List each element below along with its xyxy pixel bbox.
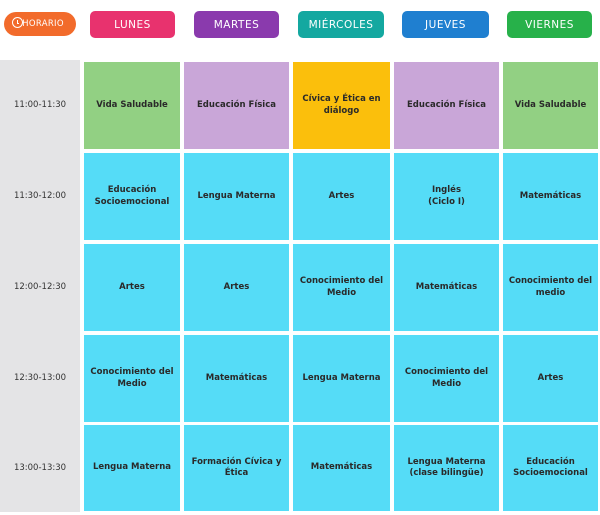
day-header-martes: MARTES [194, 11, 279, 38]
time-slot: 11:00-11:30 [13, 100, 67, 110]
class-cell: Matemáticas [503, 153, 598, 240]
day-header-jueves: JUEVES [402, 11, 489, 38]
class-cell: Vida Saludable [503, 62, 598, 149]
time-slot: 13:00-13:30 [13, 463, 67, 473]
class-cell: Conocimiento del medio [503, 244, 598, 331]
day-header-viernes: VIERNES [507, 11, 592, 38]
class-cell: Conocimiento del Medio [293, 244, 390, 331]
header-row: HORARIO LUNES MARTES MIÉRCOLES JUEVES VI… [0, 11, 600, 39]
time-slot: 12:00-12:30 [13, 282, 67, 292]
class-cell: Artes [184, 244, 289, 331]
class-cell: Lengua Materna [293, 335, 390, 422]
day-header-lunes: LUNES [90, 11, 175, 38]
class-cell: Educación Física [394, 62, 499, 149]
class-cell: Lengua Materna [184, 153, 289, 240]
horario-label: HORARIO [4, 12, 76, 36]
schedule-grid: 11:00-11:30 11:30-12:00 12:00-12:30 12:3… [0, 60, 600, 515]
clock-icon [12, 17, 23, 28]
time-slot: 12:30-13:00 [13, 373, 67, 383]
class-cell: Educación Socioemocional [503, 425, 598, 511]
class-cell: Artes [503, 335, 598, 422]
class-cell: Lengua Materna [84, 425, 180, 511]
class-cell: Educación Socioemocional [84, 153, 180, 240]
class-cell: Artes [84, 244, 180, 331]
class-cell: Vida Saludable [84, 62, 180, 149]
class-cell: Inglés (Ciclo I) [394, 153, 499, 240]
class-cell: Artes [293, 153, 390, 240]
horario-text: HORARIO [22, 19, 64, 29]
time-slot: 11:30-12:00 [13, 191, 67, 201]
class-cell: Lengua Materna (clase bilingüe) [394, 425, 499, 511]
class-cell: Educación Física [184, 62, 289, 149]
class-cell: Cívica y Ética en diálogo [293, 62, 390, 149]
class-cell: Matemáticas [184, 335, 289, 422]
class-cell: Matemáticas [394, 244, 499, 331]
class-cell: Conocimiento del Medio [84, 335, 180, 422]
class-cell: Conocimiento del Medio [394, 335, 499, 422]
class-cell: Matemáticas [293, 425, 390, 511]
day-header-miercoles: MIÉRCOLES [298, 11, 384, 38]
time-column: 11:00-11:30 11:30-12:00 12:00-12:30 12:3… [0, 60, 80, 512]
class-cell: Formación Cívica y Ética [184, 425, 289, 511]
